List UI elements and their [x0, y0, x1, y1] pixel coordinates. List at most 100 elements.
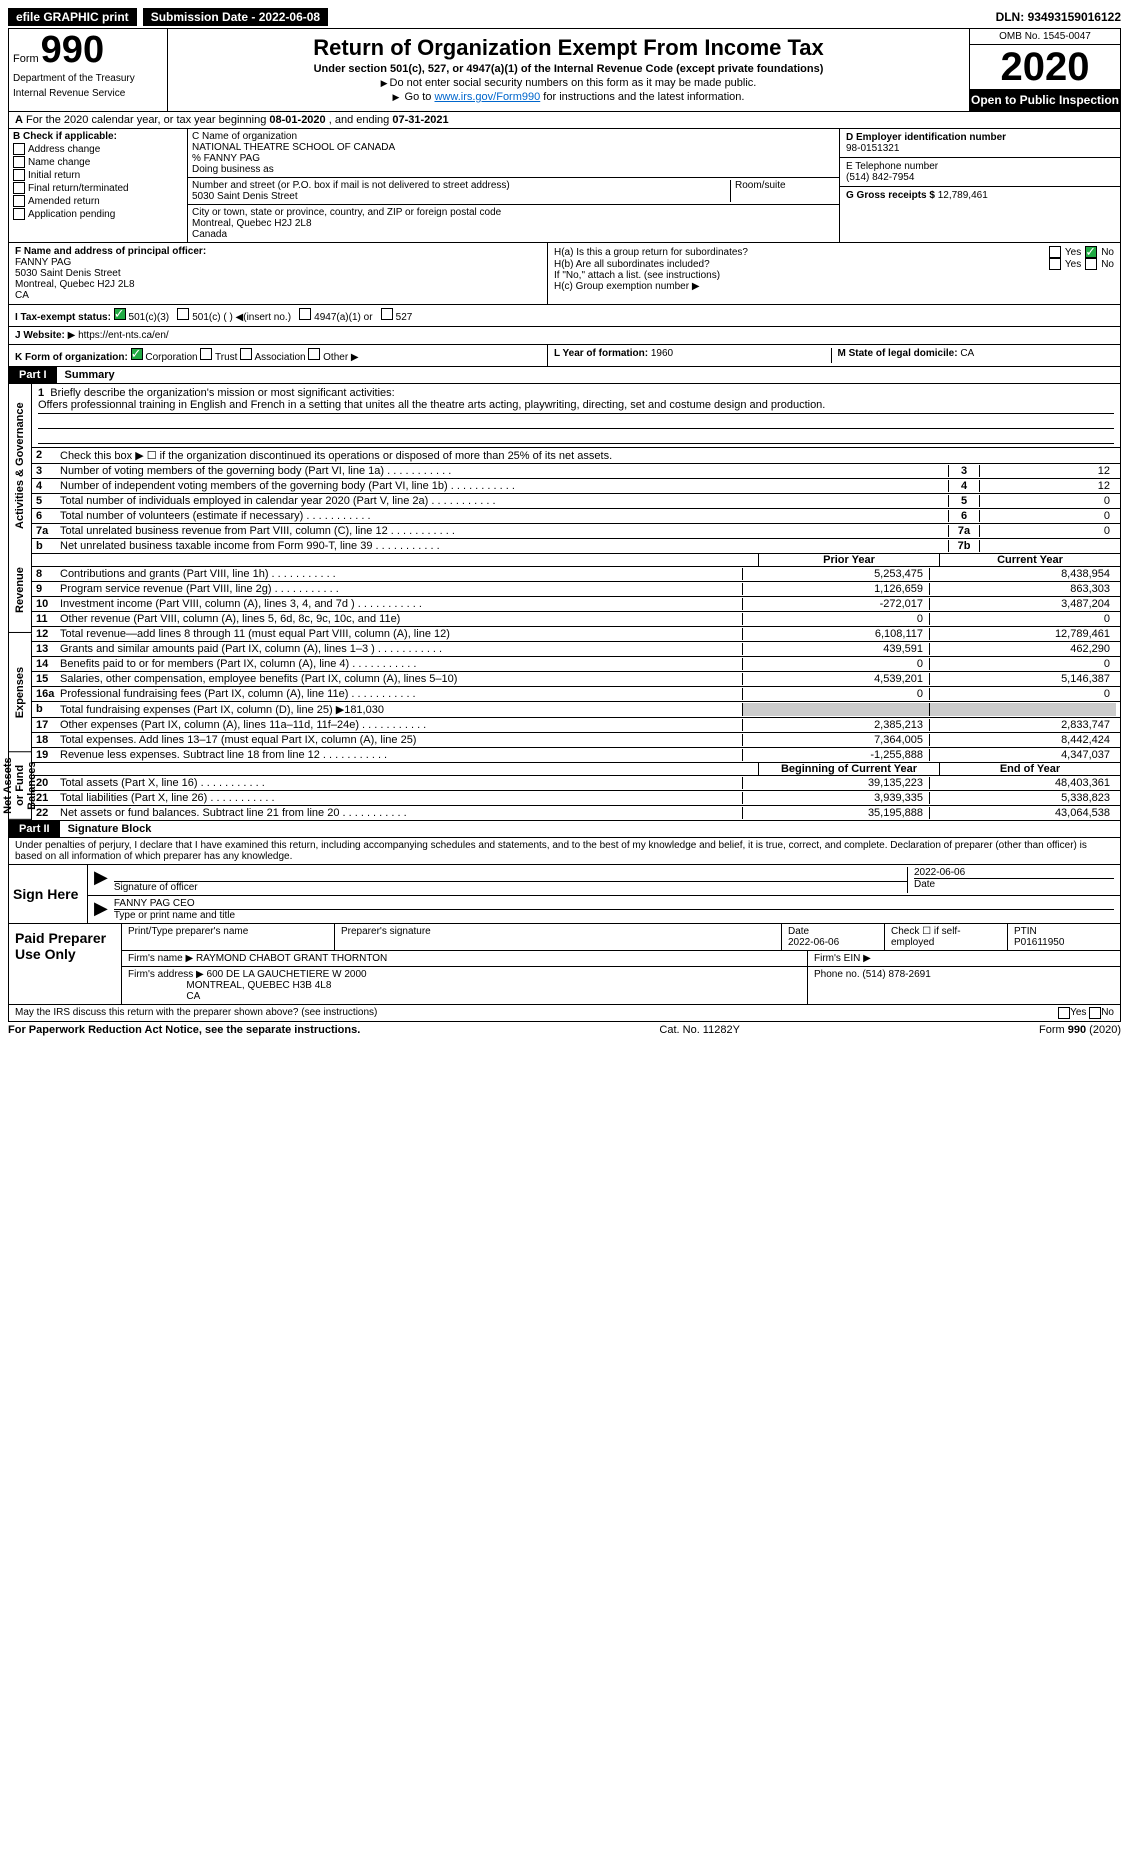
chk-association[interactable]	[240, 348, 252, 360]
city-label: City or town, state or province, country…	[192, 207, 835, 218]
ptin-val: P01611950	[1014, 937, 1114, 948]
line-14: Benefits paid to or for members (Part IX…	[60, 658, 742, 670]
sign-date: 2022-06-06	[914, 867, 1114, 879]
ssn-note: Do not enter social security numbers on …	[172, 77, 965, 89]
header-left: Form 990 Department of the Treasury Inte…	[9, 29, 168, 111]
prep-sig-hdr: Preparer's signature	[335, 924, 782, 950]
ein-value: 98-0151321	[846, 143, 1114, 154]
chk-address-change[interactable]	[13, 143, 25, 155]
chk-initial-return[interactable]	[13, 169, 25, 181]
year-end: 07-31-2021	[392, 114, 448, 126]
firm-addr1: 600 DE LA GAUCHETIERE W 2000	[207, 969, 367, 980]
c14: 0	[929, 658, 1116, 670]
chk-amended-return[interactable]	[13, 195, 25, 207]
l-label: L Year of formation:	[554, 348, 651, 359]
part-i-title: Summary	[57, 367, 123, 383]
website-url: https://ent-nts.ca/en/	[78, 330, 169, 341]
opt-trust: Trust	[215, 352, 237, 363]
c10: 3,487,204	[929, 598, 1116, 610]
year-begin: 08-01-2020	[269, 114, 325, 126]
group-return: H(a) Is this a group return for subordin…	[547, 243, 1120, 304]
c15: 5,146,387	[929, 673, 1116, 685]
chk-trust[interactable]	[200, 348, 212, 360]
firm-name-label: Firm's name ▶	[128, 953, 196, 964]
c18: 8,442,424	[929, 734, 1116, 746]
opt-initial-return: Initial return	[28, 170, 80, 181]
ha-no-chk[interactable]	[1085, 246, 1097, 258]
part-ii-tab: Part II	[9, 821, 60, 837]
line-16b: Total fundraising expenses (Part IX, col…	[60, 703, 742, 716]
year-formation: 1960	[651, 348, 673, 359]
ha-yes-chk[interactable]	[1049, 246, 1061, 258]
sig-officer-label: Signature of officer	[114, 882, 907, 893]
dln-label: DLN:	[996, 10, 1028, 24]
i-label: I Tax-exempt status:	[15, 312, 111, 323]
dba-label: Doing business as	[192, 164, 835, 175]
chk-corporation[interactable]	[131, 348, 143, 360]
form-footer: Form 990 (2020)	[1039, 1024, 1121, 1036]
instructions-link[interactable]: www.irs.gov/Form990	[434, 91, 540, 103]
opt-assoc: Association	[254, 352, 305, 363]
line-3: Number of voting members of the governin…	[60, 465, 948, 477]
line-4: Number of independent voting members of …	[60, 480, 948, 492]
open-public: Open to Public Inspection	[970, 89, 1120, 111]
line-20: Total assets (Part X, line 16)	[60, 777, 742, 789]
paid-preparer-label: Paid Preparer Use Only	[9, 924, 121, 1004]
dln-value: 93493159016122	[1028, 10, 1121, 24]
c19: 4,347,037	[929, 749, 1116, 761]
gross-label: G Gross receipts $	[846, 190, 938, 201]
form-title: Return of Organization Exempt From Incom…	[172, 35, 965, 61]
chk-4947[interactable]	[299, 308, 311, 320]
chk-501c3[interactable]	[114, 308, 126, 320]
hb-text: H(b) Are all subordinates included?	[554, 259, 1045, 270]
c11: 0	[929, 613, 1116, 625]
dept-treasury: Department of the Treasury	[13, 73, 163, 84]
b21: 3,939,335	[742, 792, 929, 804]
ha-yes: Yes	[1065, 247, 1081, 258]
p12: 6,108,117	[742, 628, 929, 640]
v6: 0	[980, 510, 1116, 522]
page-footer: For Paperwork Reduction Act Notice, see …	[8, 1022, 1121, 1038]
line-17: Other expenses (Part IX, column (A), lin…	[60, 719, 742, 731]
room-suite-label: Room/suite	[730, 180, 835, 202]
sign-here-label: Sign Here	[9, 865, 87, 923]
v7a: 0	[980, 525, 1116, 537]
chk-name-change[interactable]	[13, 156, 25, 168]
year-header-revenue: Prior Year Current Year	[32, 553, 1120, 566]
line-2: Check this box ▶ ☐ if the organization d…	[60, 449, 1116, 462]
efile-button[interactable]: efile GRAPHIC print	[8, 8, 137, 26]
form-header: Form 990 Department of the Treasury Inte…	[8, 28, 1121, 112]
line-12: Total revenue—add lines 8 through 11 (mu…	[60, 628, 742, 640]
chk-app-pending[interactable]	[13, 208, 25, 220]
submission-date-button[interactable]: Submission Date - 2022-06-08	[143, 8, 328, 26]
row-a-text: For the 2020 calendar year, or tax year …	[26, 114, 269, 126]
p8: 5,253,475	[742, 568, 929, 580]
opt-app-pending: Application pending	[28, 209, 115, 220]
chk-final-return[interactable]	[13, 182, 25, 194]
hb-yes-chk[interactable]	[1049, 258, 1061, 270]
chk-527[interactable]	[381, 308, 393, 320]
line-19: Revenue less expenses. Subtract line 18 …	[60, 749, 742, 761]
opt-corp: Corporation	[145, 352, 197, 363]
chk-other[interactable]	[308, 348, 320, 360]
ha-no: No	[1101, 247, 1114, 258]
discuss-no-chk[interactable]	[1089, 1007, 1101, 1019]
firm-addr2: MONTREAL, QUEBEC H3B 4L8	[186, 980, 331, 991]
current-year-hdr: Current Year	[940, 554, 1120, 566]
mission-block: 1 Briefly describe the organization's mi…	[32, 384, 1120, 447]
prep-date-val: 2022-06-06	[788, 937, 878, 948]
firm-phone-label: Phone no.	[814, 969, 862, 980]
row-f-h: F Name and address of principal officer:…	[8, 243, 1121, 305]
line-18: Total expenses. Add lines 13–17 (must eq…	[60, 734, 742, 746]
name-title-label: Type or print name and title	[114, 910, 1114, 921]
legal-domicile: CA	[960, 348, 974, 359]
sig-arrow-icon-2: ▶	[94, 898, 108, 921]
line-22: Net assets or fund balances. Subtract li…	[60, 807, 742, 819]
phone-label: E Telephone number	[846, 161, 1114, 172]
row-a-mid: , and ending	[329, 114, 393, 126]
side-governance: Activities & Governance	[9, 384, 32, 548]
chk-501c[interactable]	[177, 308, 189, 320]
discuss-yes-chk[interactable]	[1058, 1007, 1070, 1019]
org-name: NATIONAL THEATRE SCHOOL OF CANADA	[192, 142, 835, 153]
street: 5030 Saint Denis Street	[192, 191, 730, 202]
